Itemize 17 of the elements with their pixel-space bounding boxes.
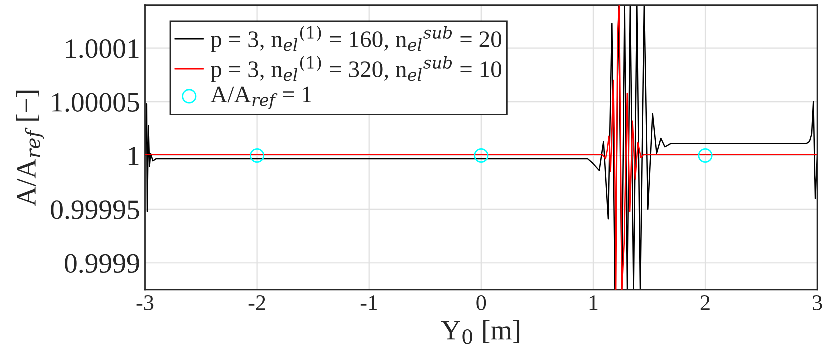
y-tick-label: 0.9999 [65, 254, 140, 274]
x-tick-label: 2 [700, 296, 710, 310]
y-tick-label: 1.00005 [52, 93, 140, 112]
y-tick-label: 1.0001 [66, 39, 139, 58]
x-tick-label: -3 [136, 296, 154, 310]
x-tick-label: -2 [248, 296, 266, 310]
y-tick-label: 0.99995 [51, 200, 140, 220]
legend-label: p = 3, n$_{el}$$^{(1)}$ = 160, n$_{el}$$^{sub}$ = 20 [211, 26, 502, 52]
x-axis-title: Y$_{0}$ [m] [441, 320, 520, 344]
y-tick-label: 1 [128, 147, 139, 166]
legend-label: p = 3, n$_{el}$$^{(1)}$ = 320, n$_{el}$$^{sub}$ = 10 [211, 56, 502, 82]
y-axis-title: A/A$_{ref}$ [−] [16, 90, 44, 206]
legend-label: A/A$_{ref}$ = 1 [210, 86, 312, 110]
x-tick-label: -1 [360, 296, 378, 310]
x-tick-label: 0 [476, 295, 486, 310]
x-tick-label: 1 [590, 296, 598, 310]
x-tick-label: 3 [813, 296, 822, 310]
